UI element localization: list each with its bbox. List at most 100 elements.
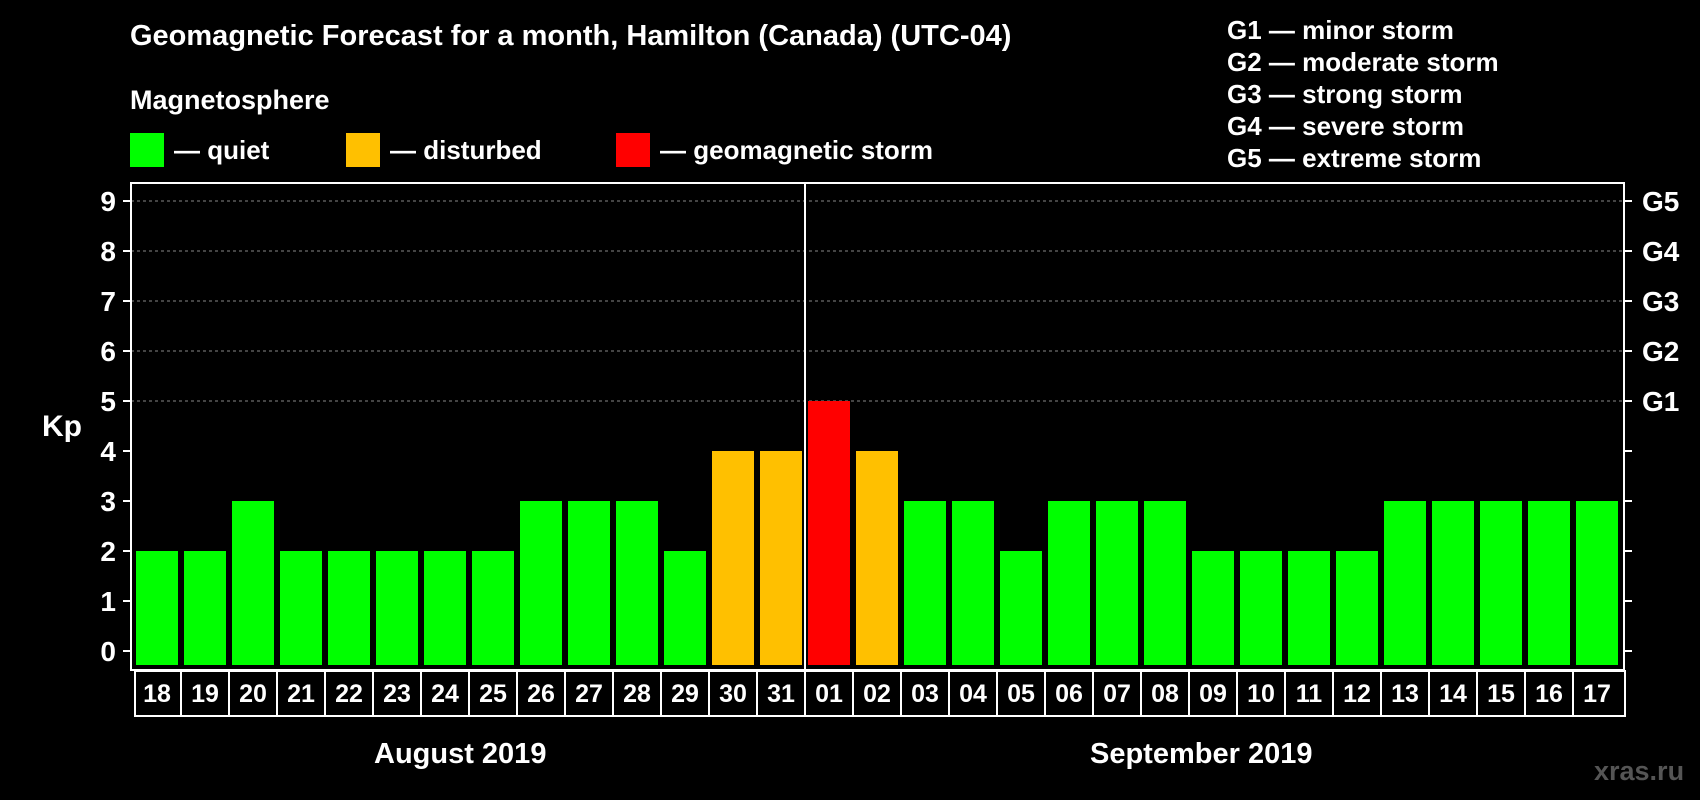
x-tick-label-22: 22 (335, 680, 363, 708)
x-tick-label-17: 17 (1583, 680, 1611, 708)
x-tick-label-14: 14 (1439, 680, 1467, 708)
bar-18 (136, 551, 178, 665)
right-tick-label-G4: G4 (1642, 236, 1680, 267)
bar-25 (472, 551, 514, 665)
x-tick-label-19: 19 (191, 680, 219, 708)
storm-scale-g1: G1 — minor storm (1227, 15, 1454, 45)
y-tick-label-1: 1 (100, 586, 116, 617)
legend-disturbed: — disturbed (346, 133, 542, 167)
legend-swatch-quiet (130, 133, 164, 167)
x-tick-label-24: 24 (431, 680, 459, 708)
bar-30 (712, 451, 754, 665)
y-tick-label-8: 8 (100, 236, 116, 267)
month-label-september: September 2019 (1090, 738, 1313, 770)
bar-20 (232, 501, 274, 665)
storm-scale-g4: G4 — severe storm (1227, 111, 1465, 141)
watermark: xras.ru (1594, 756, 1685, 786)
bar-04 (952, 501, 994, 665)
x-tick-label-30: 30 (719, 680, 747, 708)
x-tick-label-29: 29 (671, 680, 699, 708)
bar-29 (664, 551, 706, 665)
storm-scale-g3: G3 — strong storm (1227, 79, 1463, 109)
storm-scale-legend: G1 — minor storm G2 — moderate storm G3 … (1227, 14, 1499, 174)
x-tick-label-26: 26 (527, 680, 555, 708)
x-tick-label-18: 18 (143, 680, 171, 708)
x-tick-label-10: 10 (1247, 680, 1275, 708)
bar-14 (1432, 501, 1474, 665)
x-tick-label-27: 27 (575, 680, 603, 708)
y-tick-label-7: 7 (100, 286, 116, 317)
bar-28 (616, 501, 658, 665)
bar-15 (1480, 501, 1522, 665)
right-tick-label-G3: G3 (1642, 286, 1679, 317)
x-tick-label-20: 20 (239, 680, 267, 708)
legend-quiet: — quiet (130, 133, 269, 167)
legend-swatch-storm (616, 133, 650, 167)
y-tick-label-4: 4 (100, 436, 116, 467)
x-tick-label-09: 09 (1199, 680, 1227, 708)
bar-22 (328, 551, 370, 665)
chart-title: Geomagnetic Forecast for a month, Hamilt… (130, 20, 1012, 52)
y-tick-label-0: 0 (100, 636, 116, 667)
x-tick-label-06: 06 (1055, 680, 1083, 708)
x-tick-label-28: 28 (623, 680, 651, 708)
bar-05 (1000, 551, 1042, 665)
x-tick-label-23: 23 (383, 680, 411, 708)
x-tick-label-05: 05 (1007, 680, 1035, 708)
bar-10 (1240, 551, 1282, 665)
y-tick-label-5: 5 (100, 386, 116, 417)
right-tick-label-G5: G5 (1642, 186, 1679, 217)
storm-scale-g5: G5 — extreme storm (1227, 143, 1482, 173)
x-tick-label-31: 31 (767, 680, 795, 708)
month-label-august: August 2019 (374, 738, 547, 770)
x-tick-label-21: 21 (287, 680, 315, 708)
x-tick-label-04: 04 (959, 680, 987, 708)
bar-17 (1576, 501, 1618, 665)
bar-07 (1096, 501, 1138, 665)
y-axis-label: Kp (42, 410, 82, 443)
legend-label-disturbed: — disturbed (390, 134, 542, 165)
y-tick-label-3: 3 (100, 486, 116, 517)
right-tick-label-G2: G2 (1642, 336, 1679, 367)
x-tick-label-13: 13 (1391, 680, 1419, 708)
legend-heading: Magnetosphere (130, 85, 330, 115)
bar-23 (376, 551, 418, 665)
legend-label-quiet: — quiet (174, 134, 270, 165)
legend-swatch-disturbed (346, 133, 380, 167)
x-tick-label-01: 01 (815, 680, 843, 708)
x-tick-label-03: 03 (911, 680, 939, 708)
x-tick-label-25: 25 (479, 680, 507, 708)
right-tick-label-G1: G1 (1642, 386, 1679, 417)
bar-21 (280, 551, 322, 665)
y-tick-label-6: 6 (100, 336, 116, 367)
bar-13 (1384, 501, 1426, 665)
bar-01 (808, 401, 850, 665)
x-tick-label-15: 15 (1487, 680, 1515, 708)
x-tick-label-11: 11 (1296, 680, 1323, 708)
legend-storm: — geomagnetic storm (616, 133, 933, 167)
bar-19 (184, 551, 226, 665)
bar-03 (904, 501, 946, 665)
x-tick-label-07: 07 (1103, 680, 1131, 708)
bar-16 (1528, 501, 1570, 665)
bar-09 (1192, 551, 1234, 665)
x-tick-label-08: 08 (1151, 680, 1179, 708)
storm-scale-g2: G2 — moderate storm (1227, 47, 1499, 77)
bar-11 (1288, 551, 1330, 665)
x-tick-label-02: 02 (863, 680, 891, 708)
bar-08 (1144, 501, 1186, 665)
bar-24 (424, 551, 466, 665)
bar-26 (520, 501, 562, 665)
bar-06 (1048, 501, 1090, 665)
y-tick-label-2: 2 (100, 536, 116, 567)
bar-27 (568, 501, 610, 665)
bar-31 (760, 451, 802, 665)
date-row-frame (134, 670, 1626, 717)
legend-label-storm: — geomagnetic storm (660, 134, 934, 165)
bar-02 (856, 451, 898, 665)
x-tick-label-12: 12 (1343, 680, 1371, 708)
y-tick-label-9: 9 (100, 186, 116, 217)
bar-12 (1336, 551, 1378, 665)
x-tick-label-16: 16 (1535, 680, 1563, 708)
